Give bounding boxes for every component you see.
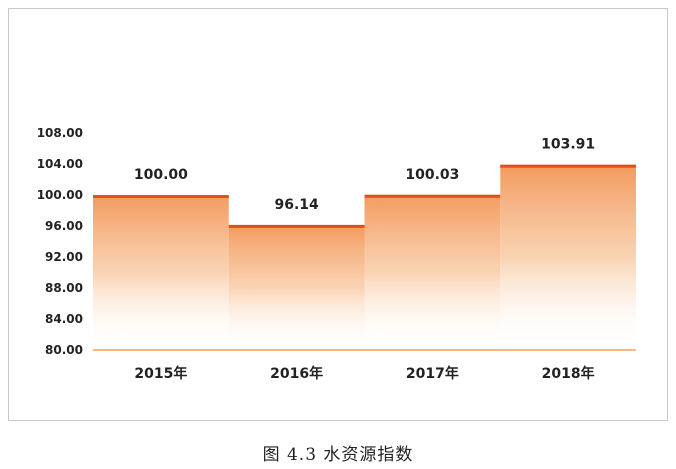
- bar: [93, 195, 229, 350]
- bar-top-edge: [93, 195, 229, 198]
- data-label: 103.91: [541, 137, 595, 153]
- x-tick-label: 2017年: [406, 365, 459, 382]
- bar: [364, 194, 501, 350]
- bar-top-edge: [364, 194, 501, 198]
- x-tick-label: 2016年: [270, 365, 323, 382]
- y-tick-label: 92.00: [45, 250, 83, 264]
- y-tick-label: 96.00: [45, 219, 83, 233]
- chart-frame: [8, 8, 668, 421]
- y-tick-label: 108.00: [37, 126, 83, 140]
- y-tick-label: 84.00: [45, 312, 83, 326]
- data-label: 100.03: [405, 167, 459, 183]
- data-label: 100.00: [134, 167, 188, 183]
- y-tick-label: 100.00: [37, 188, 83, 202]
- x-tick-label: 2015年: [134, 365, 187, 382]
- y-tick-label: 104.00: [37, 157, 83, 171]
- bar: [228, 224, 365, 350]
- x-tick-label: 2018年: [542, 365, 595, 382]
- data-label: 96.14: [274, 197, 319, 213]
- bar-top-edge: [228, 224, 365, 228]
- y-tick-label: 80.00: [45, 343, 83, 357]
- bar-top-edge: [500, 164, 636, 168]
- figure-caption: 图 4.3 水资源指数: [262, 445, 414, 465]
- bar: [500, 164, 636, 350]
- y-tick-label: 88.00: [45, 281, 83, 295]
